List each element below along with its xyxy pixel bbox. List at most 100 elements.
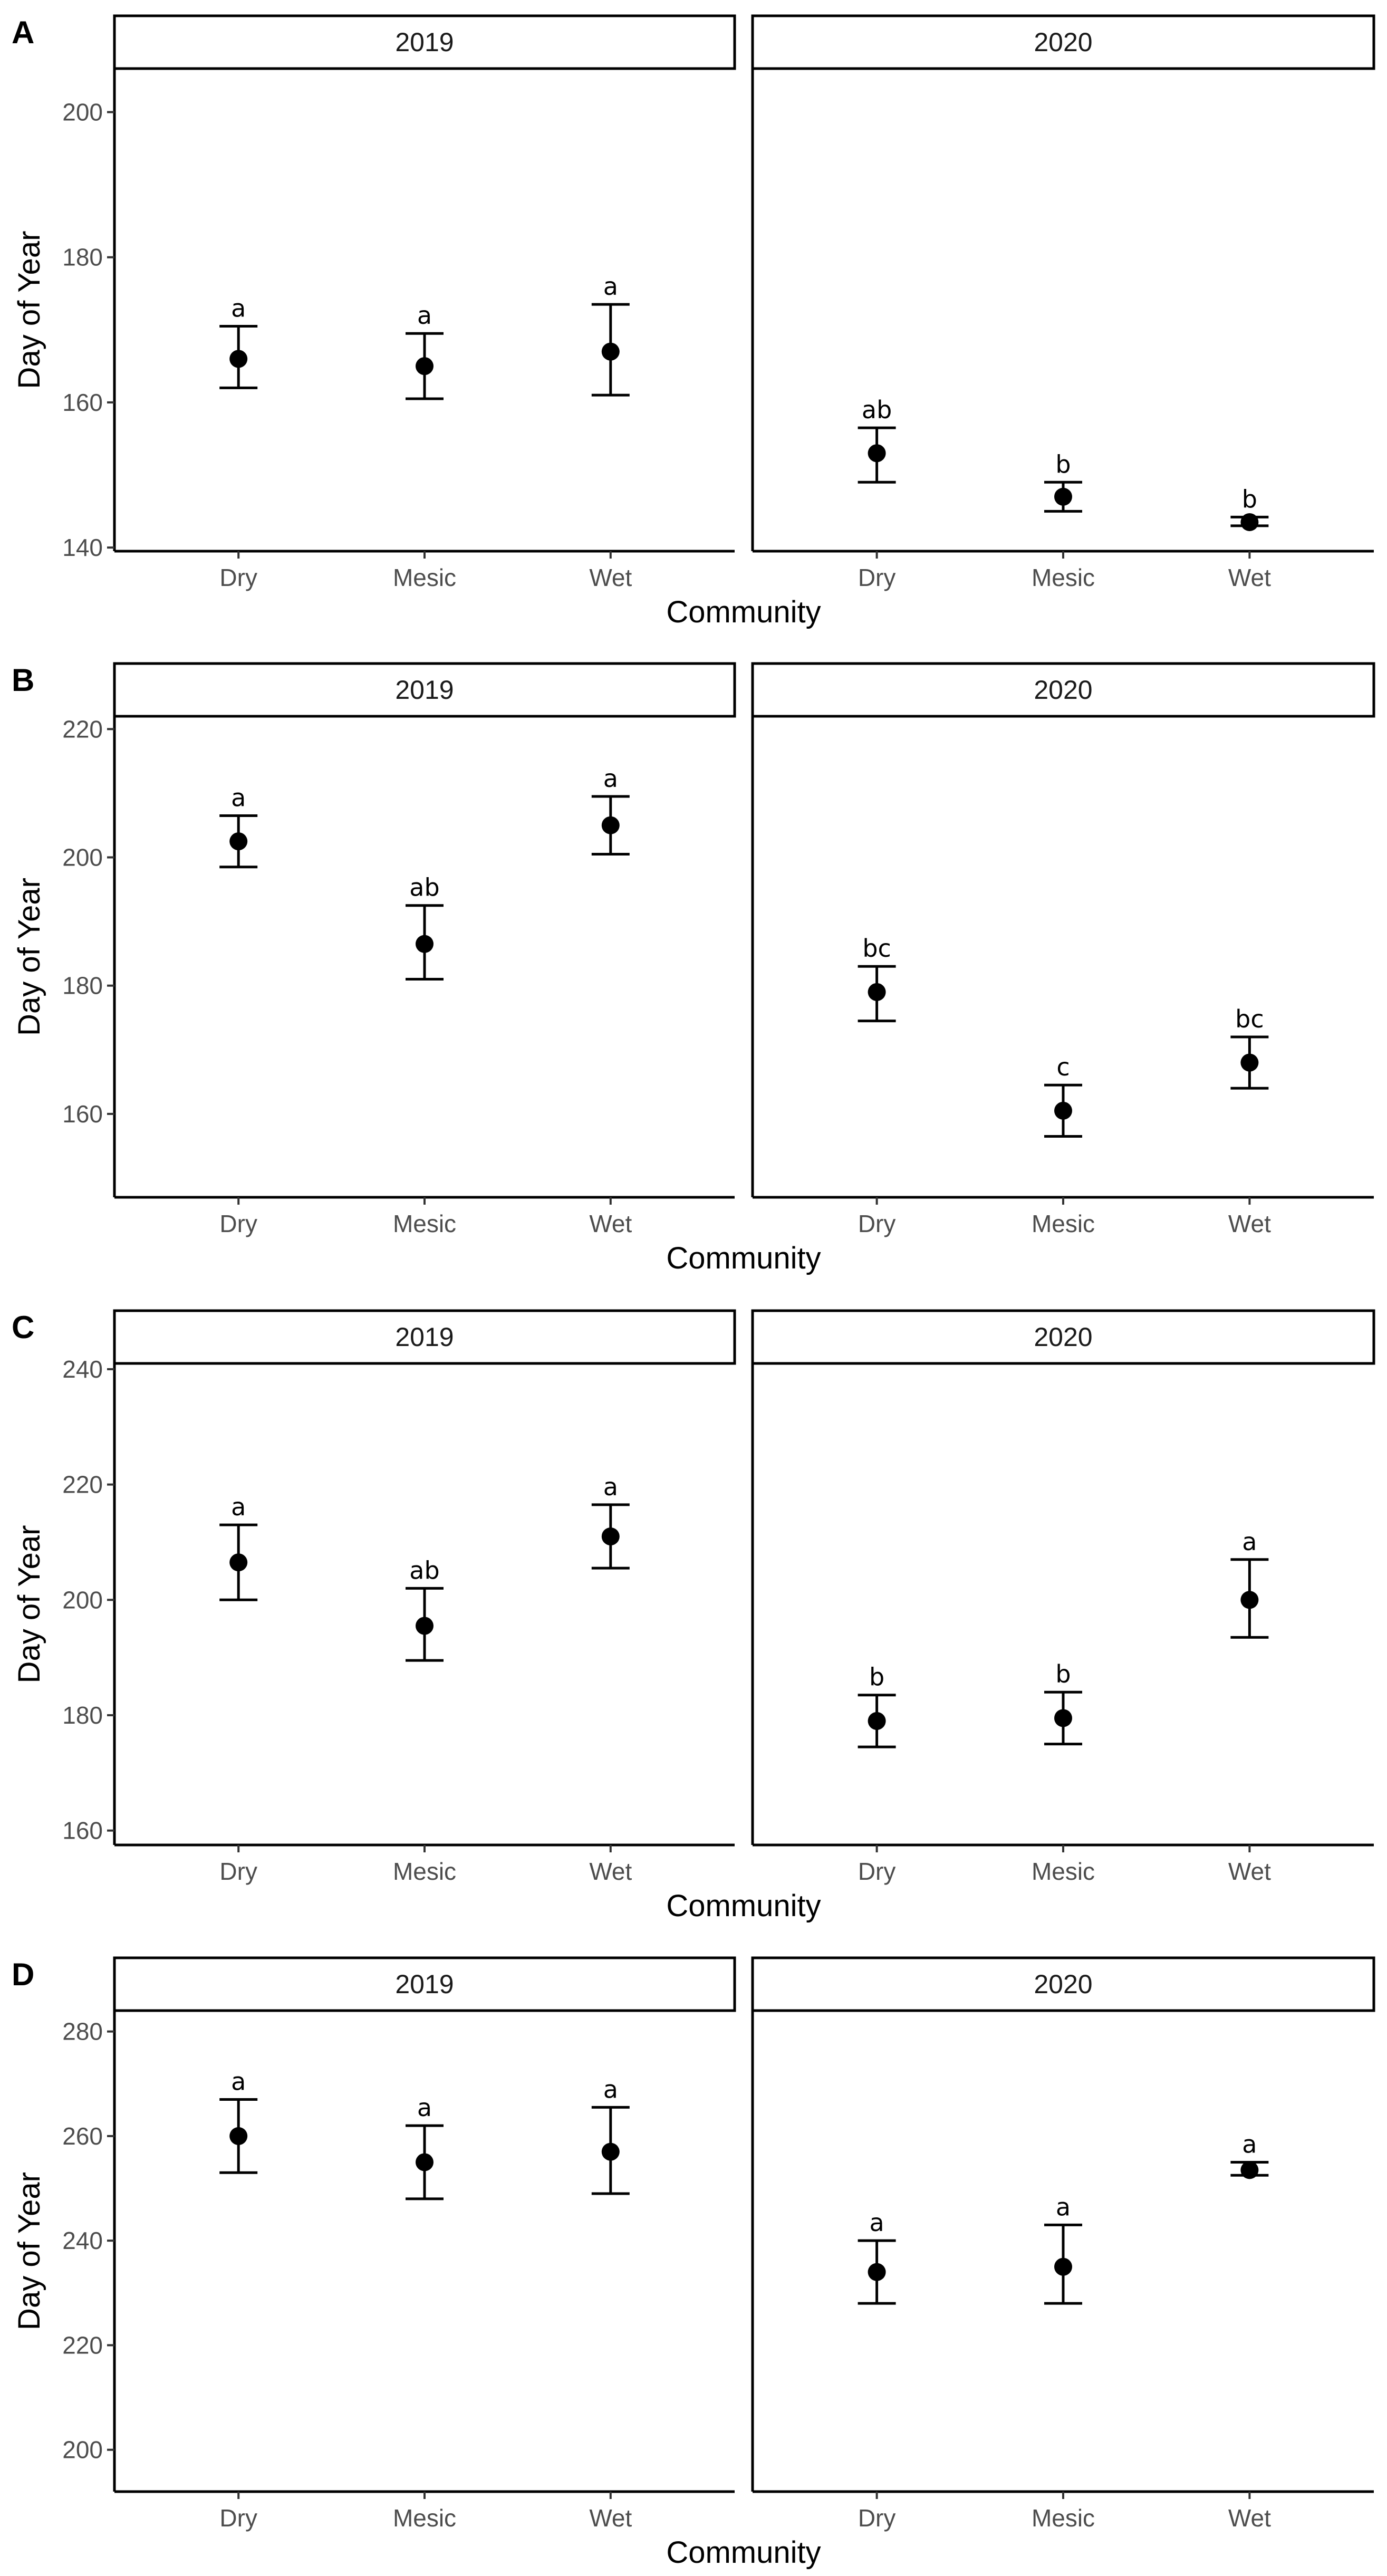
mean-point: [601, 816, 620, 834]
y-tick-label: 200: [62, 2436, 103, 2464]
facet-strip: [751, 1956, 1375, 2012]
significance-letter: a: [603, 1473, 618, 1501]
facet-2020: 2020 Dry Mesic Wet ab b b: [751, 14, 1375, 591]
facet-strip: [113, 1956, 736, 2012]
data-point-group: b: [1044, 1660, 1082, 1746]
y-tick-label: 160: [62, 1100, 103, 1128]
significance-letter: a: [869, 2208, 884, 2237]
significance-letter: a: [1056, 2193, 1071, 2221]
y-axis-title: Day of Year: [12, 1525, 46, 1684]
mean-point: [229, 350, 248, 368]
x-tick-label: Mesic: [393, 1858, 456, 1885]
mean-point: [1240, 1591, 1259, 1609]
mean-point: [1054, 487, 1072, 506]
significance-letter: a: [231, 1493, 246, 1521]
y-tick-label: 160: [62, 389, 103, 416]
y-tick-label: 260: [62, 2122, 103, 2150]
facet-strip-label: 2020: [1034, 675, 1092, 705]
mean-point: [1240, 513, 1259, 531]
significance-letter: c: [1056, 1053, 1070, 1081]
facet-strip: [751, 662, 1375, 718]
x-axis-title: Community: [666, 2535, 821, 2570]
x-axis-title: Community: [666, 1889, 821, 1923]
mean-point: [416, 2153, 434, 2171]
significance-letter: ab: [409, 873, 439, 902]
mean-point: [229, 832, 248, 851]
mean-point: [601, 342, 620, 361]
data-point-group: bc: [858, 934, 896, 1023]
panel-a: A Day of Year 2019 140 160 180 200 Dry Mesic Wet a…: [12, 14, 1375, 629]
y-axis-title: Day of Year: [12, 878, 46, 1036]
significance-letter: a: [231, 2068, 246, 2096]
significance-letter: ab: [862, 396, 892, 424]
facet-strip-label: 2020: [1034, 1322, 1092, 1352]
facet-strip-label: 2020: [1034, 27, 1092, 57]
x-tick-label: Wet: [1228, 1858, 1271, 1885]
facet-strip: [113, 1309, 736, 1365]
significance-letter: a: [603, 272, 618, 301]
significance-letter: a: [1242, 2130, 1257, 2158]
panel-letter: D: [12, 1957, 34, 1992]
y-tick-label: 220: [62, 1471, 103, 1498]
significance-letter: b: [1055, 1660, 1071, 1688]
data-point-group: ab: [406, 1556, 444, 1662]
mean-point: [229, 1553, 248, 1572]
x-tick-label: Wet: [589, 1210, 632, 1237]
y-tick-label: 200: [62, 844, 103, 871]
data-point-group: a: [591, 1473, 630, 1570]
x-tick-label: Wet: [1228, 1210, 1271, 1237]
facet-2020: 2020 Dry Mesic Wet bc c bc: [751, 662, 1375, 1237]
x-tick-label: Mesic: [1032, 2504, 1095, 2532]
data-point-group: a: [591, 272, 630, 397]
data-point-group: bc: [1230, 1005, 1269, 1090]
mean-point: [1240, 2161, 1259, 2179]
significance-letter: bc: [1235, 1005, 1264, 1033]
mean-point: [416, 935, 434, 953]
y-tick-label: 220: [62, 715, 103, 743]
significance-letter: a: [1242, 1527, 1257, 1556]
x-tick-label: Mesic: [393, 564, 456, 591]
data-point-group: a: [219, 2068, 258, 2174]
y-tick-label: 200: [62, 1586, 103, 1613]
data-point-group: a: [1230, 2130, 1269, 2179]
x-tick-label: Mesic: [393, 1210, 456, 1237]
significance-letter: a: [417, 2093, 432, 2122]
x-tick-label: Dry: [858, 564, 896, 591]
y-tick-label: 160: [62, 1817, 103, 1844]
mean-point: [416, 357, 434, 376]
panel-c: C Day of Year 2019 160 180 200 220 240 Dry Mesic W…: [12, 1309, 1375, 1923]
x-tick-label: Wet: [1228, 564, 1271, 591]
x-tick-label: Dry: [219, 1210, 257, 1237]
mean-point: [1054, 1709, 1072, 1727]
facet-strip-label: 2019: [395, 1969, 454, 1999]
data-point-group: b: [1044, 450, 1082, 513]
mean-point: [1240, 1053, 1259, 1072]
data-point-group: a: [219, 294, 258, 389]
data-point-group: a: [858, 2208, 896, 2305]
mean-point: [868, 2263, 886, 2281]
data-point-group: ab: [406, 873, 444, 981]
y-tick-label: 280: [62, 2018, 103, 2045]
mean-point: [868, 983, 886, 1001]
facet-strip-label: 2019: [395, 1322, 454, 1352]
facet-2020: 2020 Dry Mesic Wet a a a: [751, 1956, 1375, 2532]
mean-point: [601, 1527, 620, 1546]
y-tick-label: 140: [62, 534, 103, 561]
data-point-group: a: [1230, 1527, 1269, 1639]
y-tick-label: 240: [62, 1356, 103, 1383]
significance-letter: b: [1242, 485, 1257, 513]
facet-strip: [751, 1309, 1375, 1365]
y-axis-title: Day of Year: [12, 231, 46, 389]
significance-letter: a: [603, 2075, 618, 2103]
mean-point: [868, 444, 886, 463]
mean-point: [1054, 2257, 1072, 2276]
y-tick-label: 240: [62, 2227, 103, 2254]
mean-point: [416, 1617, 434, 1635]
x-tick-label: Dry: [219, 564, 257, 591]
data-point-group: a: [591, 764, 630, 856]
x-tick-label: Dry: [858, 2504, 896, 2532]
x-axis-title: Community: [666, 1241, 821, 1275]
x-tick-label: Dry: [219, 1858, 257, 1885]
facet-strip-label: 2019: [395, 675, 454, 705]
facet-2019: 2019 140 160 180 200 Dry Mesic Wet a a a: [62, 14, 736, 591]
